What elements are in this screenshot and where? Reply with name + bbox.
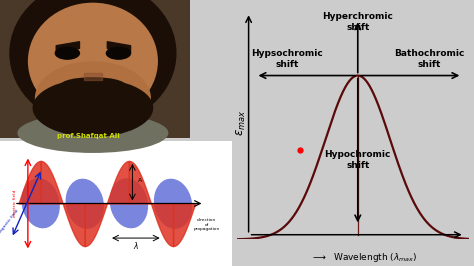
Text: direction
of
propagation: direction of propagation: [193, 218, 220, 231]
Text: Hypsochromic
shift: Hypsochromic shift: [251, 49, 323, 69]
Ellipse shape: [106, 47, 131, 60]
Ellipse shape: [18, 113, 168, 153]
Text: $\longrightarrow$  Wavelength ($\lambda_{max}$): $\longrightarrow$ Wavelength ($\lambda_{…: [311, 251, 418, 264]
Ellipse shape: [21, 178, 60, 228]
Text: Hyperchromic
shift: Hyperchromic shift: [322, 12, 393, 32]
Ellipse shape: [28, 3, 158, 120]
Text: Hypochromic
shift: Hypochromic shift: [325, 151, 391, 170]
Text: $\lambda$: $\lambda$: [133, 240, 139, 251]
Ellipse shape: [33, 78, 153, 137]
Ellipse shape: [55, 47, 80, 60]
Text: electric field: electric field: [13, 190, 17, 217]
Ellipse shape: [9, 0, 176, 126]
Ellipse shape: [35, 61, 151, 136]
Text: $\varepsilon_{max}$: $\varepsilon_{max}$: [235, 109, 248, 136]
Bar: [0, 0, 191, 138]
Ellipse shape: [65, 179, 104, 229]
Ellipse shape: [60, 77, 126, 93]
Bar: [0, 141, 232, 266]
Text: A: A: [138, 178, 143, 183]
Ellipse shape: [154, 179, 192, 229]
Text: magnetic field: magnetic field: [0, 209, 19, 236]
Ellipse shape: [109, 178, 148, 228]
Text: prof.Shafqat Ali: prof.Shafqat Ali: [57, 134, 119, 139]
Text: Bathochromic
shift: Bathochromic shift: [394, 49, 465, 69]
